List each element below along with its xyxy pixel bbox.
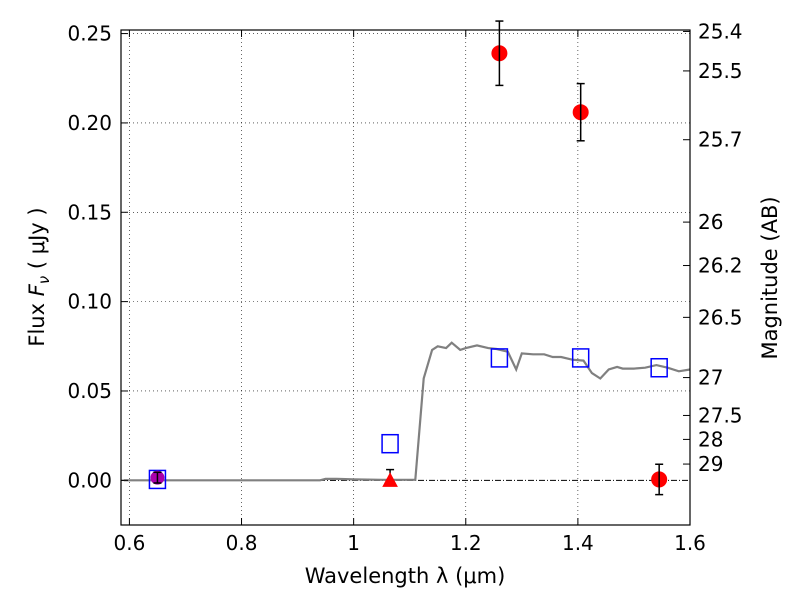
x-axis: 0.6 0.8 1 1.2 1.4 1.6 [114,30,706,555]
magnitude-tick-label: 28 [698,427,723,451]
x-tick-label: 1.4 [562,531,594,555]
synthetic-photometry-square [571,348,590,368]
synthetic-photometry-square [490,348,509,368]
magnitude-tick-label: 25.4 [698,19,743,43]
x-tick-label: 1 [347,531,360,555]
y-tick-label: 0.00 [67,468,112,492]
synthetic-photometry-square [148,469,167,490]
x-axis-label: Wavelength λ (μm) [305,564,506,588]
magnitude-tick-label: 26 [698,210,723,234]
data-marks [123,20,691,496]
y-axis-label-units: ( μJy ) [25,207,49,275]
y-tick-label: 0.20 [67,111,112,135]
magnitude-tick-label: 25.7 [698,128,743,152]
y-axis-label: Flux Fν ( μJy ) [25,207,53,346]
magnitude-tick-label: 29 [698,452,723,476]
synthetic-photometry-square [650,357,668,378]
x-tick-label: 0.6 [114,531,146,555]
y-axis-label-symbol: F [25,283,49,296]
y-tick-label: 0.10 [67,290,112,314]
y-tick-label: 0.15 [67,200,112,224]
y-tick-label: 0.05 [67,379,112,403]
plot-frame [120,29,691,526]
upper-limit-triangle [382,472,398,487]
y-tick-label: 0.25 [67,22,112,46]
x-tick-label: 1.6 [674,531,706,555]
plot-area [121,30,690,525]
y-axis-label-subscript: ν [35,276,53,284]
y-axis-label-prefix: Flux [25,296,49,346]
synthetic-photometry-square [381,433,399,454]
x-tick-label: 0.8 [226,531,258,555]
y-axis: 0.00 0.05 0.10 0.15 0.20 0.25 [67,22,128,492]
magnitude-tick-label: 25.5 [698,59,743,83]
magnitude-axis-label: Magnitude (AB) [758,196,782,359]
magnitude-tick-label: 27.5 [698,403,743,427]
magnitude-tick-label: 27 [698,366,723,390]
x-tick-label: 1.2 [450,531,482,555]
model-sed-line [123,341,691,482]
magnitude-tick-label: 26.5 [698,305,743,329]
magnitude-tick-label: 26.2 [698,254,743,278]
